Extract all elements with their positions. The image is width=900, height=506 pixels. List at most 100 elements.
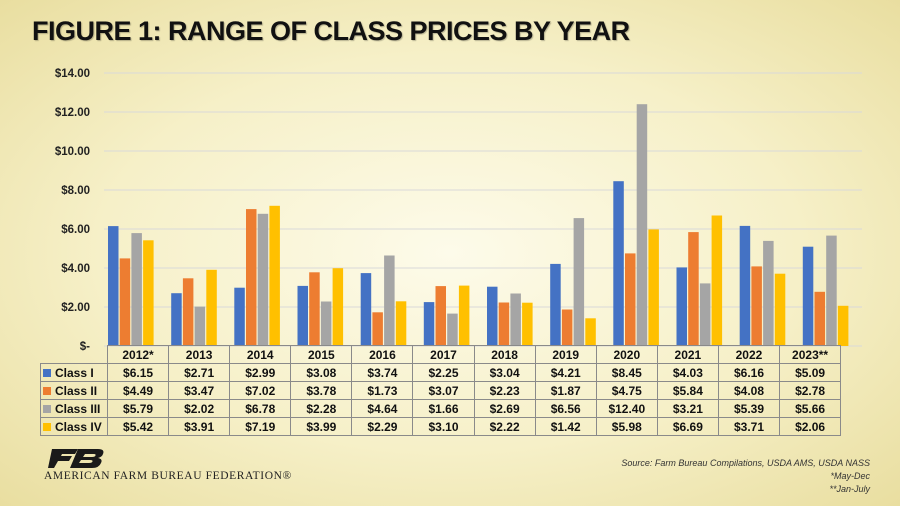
bar-class-i [613, 181, 624, 346]
bar-class-ii [435, 286, 446, 346]
y-tick-label: $10.00 [55, 146, 90, 158]
data-label: $6.78 [229, 399, 292, 418]
bar-class-i [171, 293, 182, 346]
bar-class-iii [447, 313, 458, 346]
bar-class-i [487, 286, 498, 346]
bar-class-i [423, 302, 435, 346]
bar-class-ii [751, 266, 762, 346]
data-label: $5.84 [656, 381, 719, 400]
series-name: Class I [55, 365, 94, 380]
bar-class-iii [384, 255, 395, 346]
data-label: $3.10 [412, 417, 475, 436]
footnote-may-dec: *May-Dec [830, 471, 870, 481]
bar-class-i [676, 267, 687, 346]
x-category-label: 2016 [351, 345, 414, 364]
data-label: $3.99 [290, 417, 353, 436]
data-label: $3.74 [351, 363, 414, 382]
table-corner [41, 346, 108, 364]
bar-class-i [297, 285, 308, 346]
legend-entry: Class IV [40, 417, 108, 436]
legend-entry: Class II [40, 381, 108, 400]
data-label: $4.21 [534, 363, 597, 382]
data-label: $2.78 [779, 381, 842, 400]
legend-swatch [43, 404, 51, 413]
data-label: $2.29 [351, 417, 414, 436]
data-label: $3.78 [290, 381, 353, 400]
bar-class-iv [269, 205, 280, 346]
data-label: $4.08 [717, 381, 781, 400]
bar-class-iii [510, 293, 521, 346]
bar-class-iv [458, 285, 470, 346]
series-name: Class II [55, 383, 98, 398]
bar-class-iv [395, 301, 407, 346]
x-category-label: 2022 [717, 345, 781, 364]
legend-swatch [43, 386, 51, 395]
bar-class-i [550, 263, 561, 346]
data-label: $12.40 [595, 399, 658, 418]
bar-class-iii [826, 235, 837, 346]
x-category-label: 2015 [290, 345, 353, 364]
bar-class-ii [561, 309, 573, 346]
x-category-label: 2023** [779, 345, 842, 364]
afbf-logo-mark-icon [48, 449, 104, 468]
bar-class-iii [699, 283, 711, 346]
table-row: Class II $4.49 $3.47 $7.02 $3.78 $1.73 $3.07 $2… [40, 381, 842, 400]
data-label: $3.47 [168, 381, 231, 400]
bar-class-ii [246, 209, 257, 346]
bar-class-iii [636, 104, 648, 346]
bar-class-iv [206, 269, 217, 346]
bar-class-ii [498, 302, 510, 346]
bar-class-iii [320, 301, 332, 346]
y-tick-label: $4.00 [61, 263, 90, 275]
data-label: $4.03 [656, 363, 719, 382]
data-label: $5.79 [106, 399, 170, 418]
data-label: $4.49 [106, 381, 170, 400]
legend-entry: Class III [40, 399, 108, 418]
table-row: Class I $6.15 $2.71 $2.99 $3.08 $3.74 $2.25 $3.… [40, 363, 842, 382]
y-tick-label: $- [80, 341, 90, 353]
data-label: $3.71 [717, 417, 781, 436]
source-line: Source: Farm Bureau Compilations, USDA A… [621, 458, 870, 468]
bar-class-ii [372, 312, 383, 346]
bar-class-iv [774, 273, 786, 346]
bar-class-iv [711, 215, 723, 346]
bar-class-ii [625, 253, 636, 346]
data-label: $3.04 [473, 363, 536, 382]
data-label: $5.09 [779, 363, 842, 382]
data-table: 2012* 2013 2014 2015 2016 2017 2018 2019 2020 202… [40, 345, 842, 436]
bar-class-i [108, 226, 119, 346]
bar-class-ii [119, 258, 131, 346]
legend-swatch [43, 368, 51, 377]
y-tick-label: $14.00 [55, 68, 90, 80]
bar-class-i [739, 225, 751, 346]
data-label: $5.39 [717, 399, 781, 418]
bar-class-iii [763, 240, 774, 346]
x-category-label: 2021 [656, 345, 719, 364]
x-category-label: 2013 [168, 345, 231, 364]
data-label: $4.75 [595, 381, 658, 400]
data-label: $1.73 [351, 381, 414, 400]
data-label: $2.02 [168, 399, 231, 418]
data-label: $1.42 [534, 417, 597, 436]
bar-class-ii [182, 278, 194, 346]
bar-class-iv [332, 268, 344, 346]
bar-class-iv [837, 305, 849, 346]
bar-class-ii [688, 232, 699, 346]
data-label: $2.69 [473, 399, 536, 418]
bar-class-i [802, 246, 814, 346]
data-label: $1.87 [534, 381, 597, 400]
data-label: $3.07 [412, 381, 475, 400]
legend-swatch [43, 422, 51, 431]
y-tick-label: $8.00 [61, 185, 90, 197]
data-label: $4.64 [351, 399, 414, 418]
data-label: $2.22 [473, 417, 536, 436]
bar-class-ii [814, 291, 825, 346]
table-row: Class III $5.79 $2.02 $6.78 $2.28 $4.64 $1.66 $… [40, 399, 842, 418]
series-name: Class IV [55, 419, 102, 434]
y-tick-label: $12.00 [55, 107, 90, 119]
data-label: $8.45 [595, 363, 658, 382]
table-header-row: 2012* 2013 2014 2015 2016 2017 2018 2019 2020 202… [41, 345, 842, 364]
data-label: $6.69 [656, 417, 719, 436]
data-label: $2.23 [473, 381, 536, 400]
